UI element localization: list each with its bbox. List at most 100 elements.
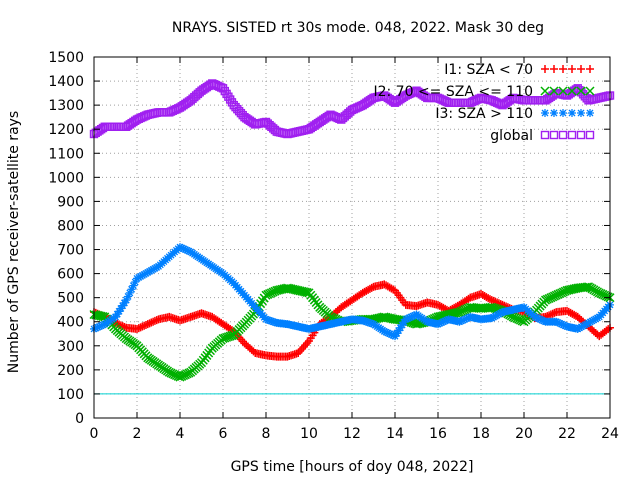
- data-point: [219, 269, 227, 278]
- data-point: [282, 283, 293, 293]
- data-point: [369, 320, 378, 329]
- series-trace-marker: [127, 285, 136, 294]
- data-point: [176, 243, 184, 252]
- legend-entry-label: I3: SZA > 110: [435, 106, 533, 122]
- data-point: [197, 255, 206, 264]
- data-point: [219, 320, 227, 329]
- series-trace-marker: [550, 308, 559, 317]
- data-point: [304, 288, 314, 298]
- data-point: [487, 302, 497, 312]
- data-point: [401, 300, 410, 309]
- legend-marker: [568, 65, 576, 73]
- data-point: [197, 86, 206, 95]
- data-point: [498, 100, 507, 110]
- series-trace-marker: [459, 316, 468, 325]
- x-tick-label: 4: [176, 426, 185, 442]
- series-trace-marker: [457, 316, 466, 325]
- axes: 0 2 4 6 8 10 12 14 16 18 20 22 240100200300400500600…: [48, 50, 619, 442]
- data-point: [315, 117, 324, 127]
- legend-marker: [540, 130, 550, 140]
- legend-marker: [540, 86, 550, 96]
- data-point: [154, 262, 163, 271]
- data-point: [455, 98, 464, 107]
- series-trace-marker: [138, 322, 147, 331]
- data-point: [562, 285, 572, 295]
- data-point: [197, 309, 206, 318]
- series-trace-marker: [536, 315, 545, 324]
- data-point: [165, 108, 174, 117]
- legend-marker: [576, 86, 586, 96]
- series-trace-marker: [485, 295, 494, 304]
- data-point: [595, 312, 604, 321]
- data-point: [369, 93, 378, 103]
- y-tick-label: 1500: [48, 50, 84, 66]
- data-point: [208, 262, 217, 271]
- data-point: [541, 317, 550, 326]
- series-trace-marker: [141, 320, 150, 329]
- data-point: [121, 334, 131, 344]
- data-point: [186, 96, 195, 105]
- series-trace-marker: [539, 316, 548, 325]
- y-tick-label: 700: [57, 243, 84, 259]
- y-tick-label: 900: [57, 194, 84, 210]
- series-trace-marker: [408, 312, 417, 321]
- data-point: [487, 314, 496, 323]
- data-point: [208, 312, 217, 321]
- series-trace-marker: [394, 326, 403, 335]
- legend-marker: [541, 109, 549, 117]
- data-point: [175, 103, 185, 112]
- y-tick-label: 800: [57, 218, 84, 234]
- data-point: [573, 324, 582, 333]
- legend-marker: [586, 65, 594, 73]
- data-point: [337, 317, 346, 326]
- data-point: [122, 122, 131, 131]
- series-trace-marker: [407, 312, 416, 321]
- legend-marker: [567, 86, 577, 96]
- legend-marker: [559, 65, 567, 73]
- data-point: [369, 282, 378, 291]
- legend-marker: [586, 109, 594, 117]
- data-point: [153, 360, 164, 370]
- data-point: [196, 358, 207, 368]
- data-point: [573, 283, 583, 293]
- data-point: [466, 293, 475, 302]
- series-trace-marker: [435, 319, 444, 328]
- data-point: [454, 307, 465, 317]
- legend: I1: SZA < 70 I2: 70 <= SZA <= 110 I3: SZA …: [373, 62, 595, 144]
- series-trace-marker: [389, 331, 398, 340]
- series-trace-marker: [297, 345, 306, 354]
- data-point: [348, 315, 356, 324]
- series-trace-marker: [398, 320, 407, 329]
- data-point: [165, 252, 174, 261]
- series-trace-marker: [534, 314, 543, 323]
- data-point: [498, 308, 507, 317]
- data-point: [541, 96, 550, 105]
- series-trace-marker: [561, 321, 570, 330]
- legend-marker: [567, 130, 577, 140]
- data-point: [122, 323, 131, 332]
- data-point: [251, 349, 260, 358]
- data-point: [401, 91, 410, 100]
- data-point: [584, 96, 593, 105]
- series-trace-marker: [383, 328, 392, 337]
- data-point: [584, 318, 593, 327]
- data-point: [133, 324, 141, 333]
- series-trace-marker: [439, 317, 448, 326]
- series-trace-marker: [462, 314, 471, 323]
- data-point: [272, 352, 281, 361]
- series-trace-marker: [136, 323, 145, 332]
- legend-marker: [576, 130, 586, 140]
- data-point: [433, 93, 443, 103]
- series-trace-marker: [554, 318, 563, 327]
- y-tick-label: 500: [57, 291, 84, 307]
- data-point: [294, 127, 303, 136]
- series-trace-marker: [147, 318, 156, 327]
- series-trace-marker: [150, 316, 159, 325]
- data-point: [337, 115, 346, 124]
- data-point: [110, 324, 121, 334]
- data-point: [143, 353, 153, 363]
- data-point: [530, 312, 539, 321]
- data-point: [465, 302, 475, 312]
- data-point: [326, 110, 335, 119]
- data-point: [186, 312, 195, 321]
